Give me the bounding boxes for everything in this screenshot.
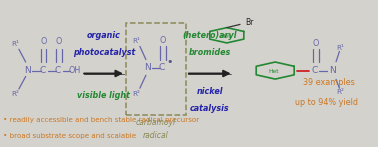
Text: O: O [160, 36, 166, 45]
Text: 39 examples: 39 examples [303, 78, 355, 87]
Text: Het: Het [269, 69, 279, 74]
Text: up to 94% yield: up to 94% yield [296, 98, 358, 107]
Text: photocatalyst: photocatalyst [73, 48, 135, 57]
Text: R¹: R¹ [11, 41, 19, 47]
Text: O: O [313, 39, 319, 48]
Text: visible light: visible light [77, 91, 130, 100]
Text: C: C [55, 66, 61, 75]
Text: nickel: nickel [197, 87, 223, 96]
Text: N: N [329, 66, 336, 75]
Text: Het: Het [220, 34, 231, 39]
Text: radical: radical [143, 131, 169, 140]
Text: R¹: R¹ [337, 45, 344, 51]
Text: OH: OH [68, 66, 81, 75]
Text: organic: organic [87, 31, 121, 40]
Text: bromides: bromides [189, 48, 231, 57]
Text: O: O [56, 37, 62, 46]
Text: Br: Br [245, 18, 253, 27]
Text: • broad substrate scope and scalable: • broad substrate scope and scalable [3, 133, 136, 139]
Text: R¹: R¹ [132, 38, 140, 44]
Text: C: C [159, 63, 165, 72]
Text: (hetero)aryl: (hetero)aryl [183, 31, 237, 40]
Text: • readily accessible and bench stable radical precursor: • readily accessible and bench stable ra… [3, 117, 199, 123]
Text: R²: R² [132, 91, 140, 97]
Text: N: N [24, 66, 31, 75]
Text: N: N [144, 63, 151, 72]
Text: R²: R² [11, 91, 19, 97]
Text: C: C [40, 66, 46, 75]
Text: O: O [41, 37, 47, 46]
Text: carbamoyl: carbamoyl [136, 117, 176, 127]
Text: •: • [166, 57, 173, 67]
Text: catalysis: catalysis [190, 104, 229, 113]
Text: R²: R² [337, 89, 344, 95]
Text: C: C [312, 66, 318, 75]
